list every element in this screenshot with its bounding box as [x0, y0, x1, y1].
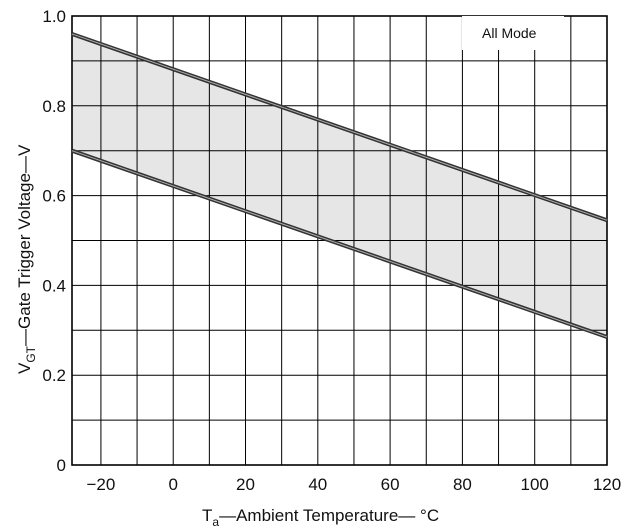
x-axis-label: Ta—Ambient Temperature— °C — [202, 506, 439, 529]
y-axis-label-main: V — [15, 362, 34, 374]
y-tick-label: 1.0 — [42, 7, 66, 26]
x-axis-label-main: T — [202, 506, 212, 525]
x-tick-label: 120 — [593, 475, 621, 494]
y-tick-labels: 0 0.2 0.4 0.6 0.8 1.0 — [42, 7, 66, 475]
x-axis-label-rest: —Ambient Temperature— °C — [219, 506, 439, 525]
shaded-band — [72, 34, 607, 337]
y-axis-label-rest: —Gate Trigger Voltage—V — [15, 144, 34, 346]
annotation-all-mode: All Mode — [482, 25, 537, 41]
x-tick-label: −20 — [86, 475, 115, 494]
y-tick-label: 0.2 — [42, 366, 66, 385]
y-axis-label-sub: GT — [24, 345, 38, 362]
y-tick-label: 0.6 — [42, 187, 66, 206]
x-tick-label: 20 — [236, 475, 255, 494]
y-tick-label: 0 — [57, 456, 66, 475]
y-tick-label: 0.8 — [42, 97, 66, 116]
x-tick-label: 100 — [521, 475, 549, 494]
x-tick-labels: −20 0 20 40 60 80 100 120 — [86, 475, 621, 494]
y-axis-label: VGT—Gate Trigger Voltage—V — [15, 144, 38, 374]
x-tick-label: 80 — [453, 475, 472, 494]
x-tick-label: 40 — [308, 475, 327, 494]
x-tick-label: 60 — [381, 475, 400, 494]
y-tick-label: 0.4 — [42, 276, 66, 295]
x-tick-label: 0 — [168, 475, 177, 494]
